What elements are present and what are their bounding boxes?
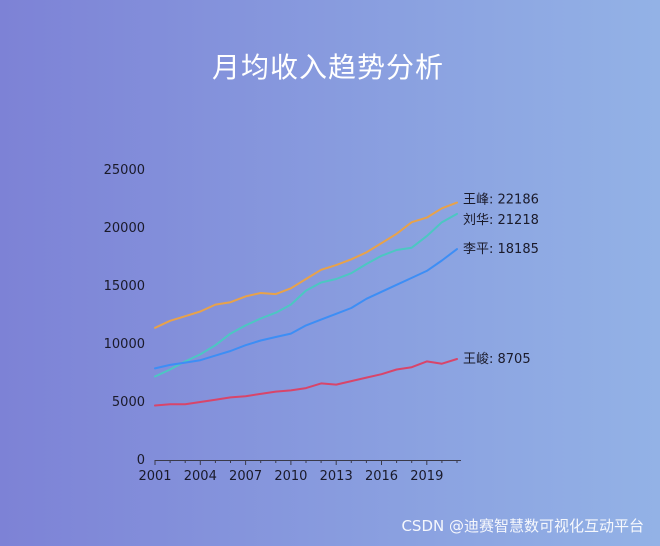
- x-tick-label: 2001: [138, 469, 171, 484]
- series-end-label: 王峰: 22186: [463, 193, 539, 208]
- series-end-label: 李平: 18185: [463, 242, 539, 257]
- series-line-3: [154, 248, 458, 370]
- series-end-label: 王峻: 8705: [463, 351, 531, 367]
- y-tick-label: 10000: [104, 337, 145, 352]
- series-line-2: [154, 212, 458, 378]
- x-tick-label: 2004: [184, 469, 217, 484]
- x-tick-label: 2010: [274, 469, 307, 484]
- x-axis: 2001 2004 2007 2010 2013 2016 2019: [138, 460, 461, 484]
- y-axis-labels: 0 5000 10000 15000 20000 25000: [104, 163, 145, 468]
- series-end-label: 刘华: 21218: [463, 213, 539, 228]
- watermark: CSDN @迪赛智慧数可视化互动平台: [401, 517, 644, 535]
- x-tick-label: 2019: [410, 469, 443, 484]
- y-tick-label: 5000: [112, 395, 145, 410]
- x-tick-label: 2016: [365, 469, 398, 484]
- series-end-labels: 王峰: 22186 刘华: 21218 李平: 18185 王峻: 8705: [463, 193, 539, 367]
- series-line-4: [154, 358, 458, 407]
- y-tick-label: 20000: [104, 221, 145, 236]
- x-tick-label: 2013: [320, 469, 353, 484]
- chart-title: 月均收入趋势分析: [211, 51, 444, 84]
- y-tick-label: 25000: [104, 163, 145, 178]
- y-tick-label: 0: [137, 453, 145, 468]
- y-tick-label: 15000: [104, 279, 145, 294]
- x-tick-label: 2007: [229, 469, 262, 484]
- series-line-1: [154, 201, 458, 329]
- series-lines: [154, 201, 458, 407]
